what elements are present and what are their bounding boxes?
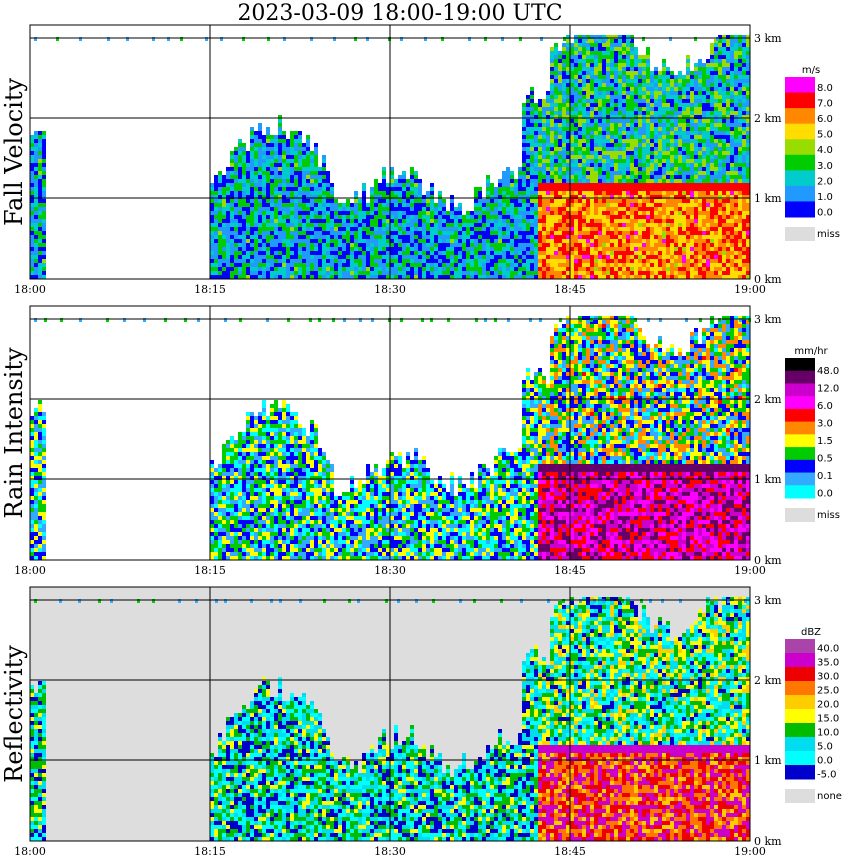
height-tick-label: 2 km — [754, 112, 782, 125]
legend-missing-swatch — [785, 789, 815, 803]
legend-swatch — [785, 201, 815, 217]
legend-swatch — [785, 639, 815, 654]
height-tick-label: 1 km — [754, 754, 782, 767]
time-tick-label: 18:00 — [14, 564, 46, 577]
legend-label: 3.0 — [817, 161, 833, 172]
time-tick-label: 18:00 — [14, 283, 46, 296]
legend-label: 3.0 — [817, 418, 833, 429]
legend-label: 0.0 — [817, 756, 833, 767]
legend-swatch — [785, 124, 815, 140]
legend-label: 0.0 — [817, 488, 833, 499]
legend-swatch — [785, 653, 815, 668]
legend-label: 0.5 — [817, 453, 833, 464]
legend-label: 15.0 — [817, 714, 839, 725]
height-tick-label: 2 km — [754, 674, 782, 687]
time-tick-label: 18:15 — [194, 283, 226, 296]
legend-label: 7.0 — [817, 99, 833, 110]
legend-swatch — [785, 396, 815, 409]
legend-swatch — [785, 723, 815, 738]
height-tick-label: 2 km — [754, 393, 782, 406]
legend-swatch — [785, 108, 815, 124]
legend-unit: dBZ — [801, 627, 821, 638]
height-tick-label: 3 km — [754, 313, 782, 326]
legend-label: 48.0 — [817, 366, 839, 377]
legend-label: 20.0 — [817, 700, 839, 711]
legend-swatch — [785, 155, 815, 171]
legend-swatch — [785, 460, 815, 473]
time-tick-label: 18:15 — [194, 845, 226, 858]
time-tick-label: 19:00 — [734, 283, 766, 296]
legend-label: 5.0 — [817, 742, 833, 753]
legend-swatch — [785, 422, 815, 435]
legend-label: 0.1 — [817, 471, 833, 482]
legend-swatch — [785, 681, 815, 696]
legend-swatch — [785, 485, 815, 498]
legend-label: 40.0 — [817, 644, 839, 655]
legend-swatch — [785, 751, 815, 766]
time-tick-label: 18:15 — [194, 564, 226, 577]
time-tick-label: 18:00 — [14, 845, 46, 858]
time-tick-label: 19:00 — [734, 845, 766, 858]
time-tick-label: 18:30 — [374, 283, 406, 296]
legend-swatch — [785, 371, 815, 384]
legend-swatch — [785, 695, 815, 710]
legend-swatch — [785, 473, 815, 486]
legend-swatch — [785, 667, 815, 682]
legend-missing-swatch — [785, 508, 815, 522]
legend-label: 30.0 — [817, 672, 839, 683]
panel-ylabel: Rain Intensity — [0, 347, 28, 519]
legend-label: 2.0 — [817, 176, 833, 187]
legend-swatch — [785, 358, 815, 371]
time-tick-label: 19:00 — [734, 564, 766, 577]
legend-swatch — [785, 77, 815, 93]
legend-missing-label: none — [817, 791, 842, 802]
time-tick-label: 18:30 — [374, 564, 406, 577]
chart-title: 2023-03-09 18:00-19:00 UTC — [237, 1, 562, 26]
legend-swatch — [785, 737, 815, 752]
height-tick-label: 3 km — [754, 594, 782, 607]
legend-label: 6.0 — [817, 401, 833, 412]
legend-swatch — [785, 447, 815, 460]
time-tick-label: 18:45 — [554, 845, 586, 858]
legend-swatch — [785, 434, 815, 447]
legend-label: 35.0 — [817, 658, 839, 669]
legend-swatch — [785, 186, 815, 202]
legend-label: 25.0 — [817, 686, 839, 697]
legend-missing-swatch — [785, 227, 815, 241]
legend-label: 1.5 — [817, 436, 833, 447]
legend-label: 1.0 — [817, 192, 833, 203]
legend-swatch — [785, 139, 815, 155]
time-tick-label: 18:45 — [554, 564, 586, 577]
legend-label: 12.0 — [817, 383, 839, 394]
legend-label: 4.0 — [817, 145, 833, 156]
legend-missing-label: miss — [817, 510, 840, 521]
legend-label: 8.0 — [817, 83, 833, 94]
legend-swatch — [785, 383, 815, 396]
legend-unit: mm/hr — [794, 346, 828, 357]
panel-ylabel: Fall Velocity — [0, 78, 28, 227]
height-tick-label: 1 km — [754, 192, 782, 205]
legend-swatch — [785, 409, 815, 422]
legend-label: 6.0 — [817, 114, 833, 125]
height-tick-label: 1 km — [754, 473, 782, 486]
legend-swatch — [785, 765, 815, 780]
legend-label: 0.0 — [817, 207, 833, 218]
legend-swatch — [785, 709, 815, 724]
time-tick-label: 18:45 — [554, 283, 586, 296]
panel-ylabel: Reflectivity — [0, 645, 28, 783]
legend-label: 5.0 — [817, 130, 833, 141]
legend-swatch — [785, 93, 815, 109]
height-tick-label: 3 km — [754, 32, 782, 45]
legend-missing-label: miss — [817, 229, 840, 240]
legend-label: 10.0 — [817, 728, 839, 739]
time-tick-label: 18:30 — [374, 845, 406, 858]
legend-unit: m/s — [802, 65, 820, 76]
legend-label: -5.0 — [817, 770, 837, 781]
legend-swatch — [785, 170, 815, 186]
